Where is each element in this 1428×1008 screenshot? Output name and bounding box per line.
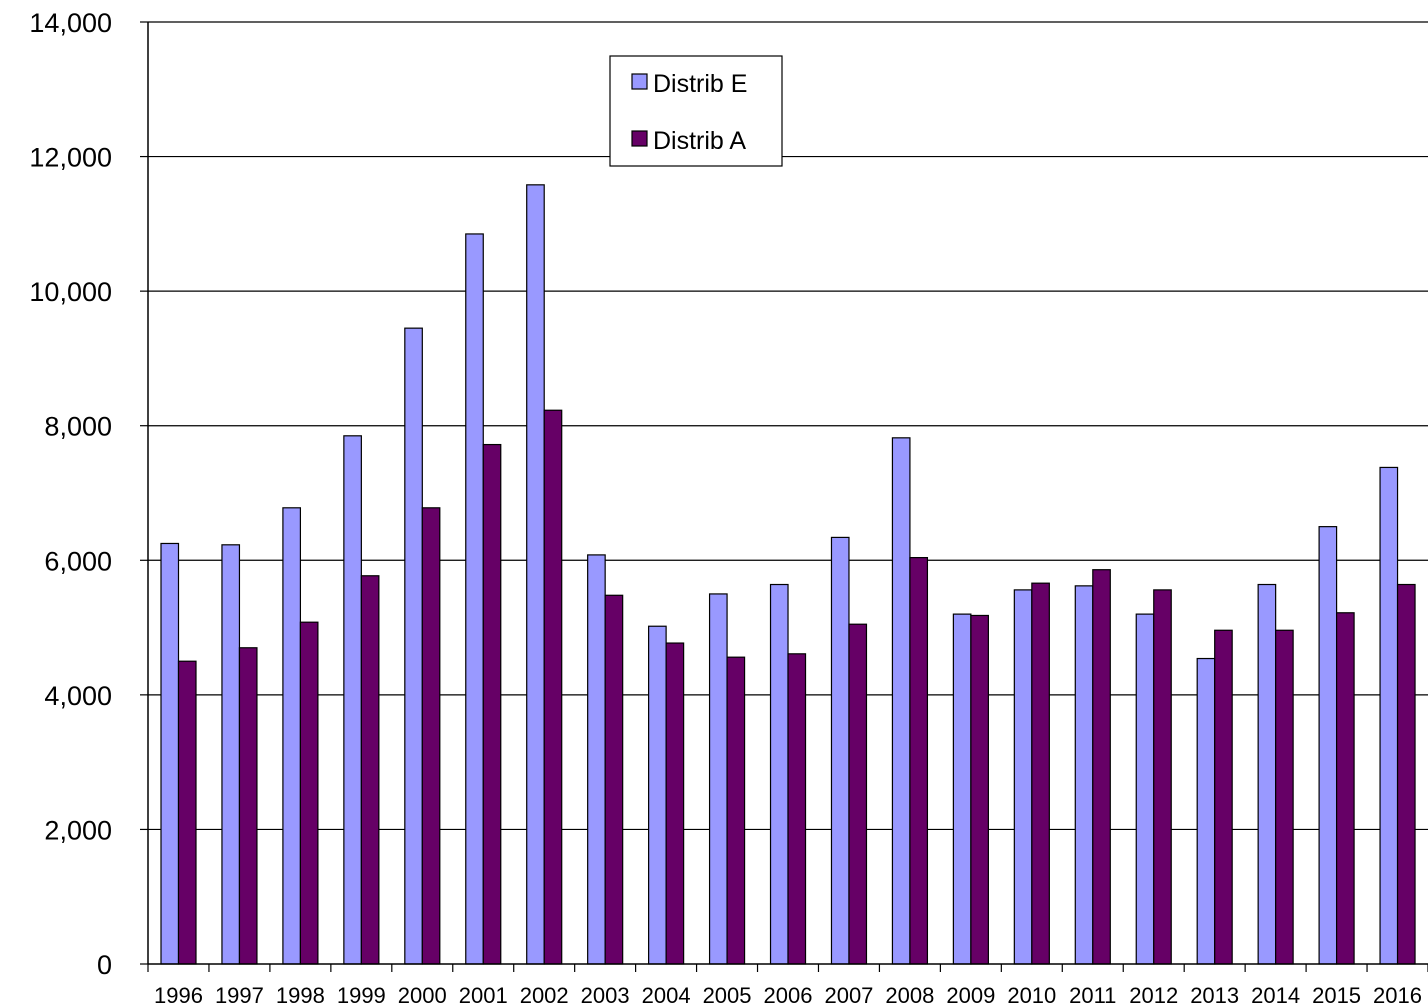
bar-distrib-e-2014	[1257, 583, 1277, 965]
x-tick-label: 2006	[764, 983, 813, 1008]
axes	[147, 22, 1428, 965]
bar-distrib-a-2005	[726, 656, 746, 965]
bars	[160, 184, 1416, 965]
bar-distrib-e-1997	[221, 544, 241, 965]
y-tick-label: 10,000	[29, 277, 112, 307]
x-tick-label: 2004	[642, 983, 691, 1008]
x-tick-label: 2005	[703, 983, 752, 1008]
bar-distrib-e-2015	[1318, 526, 1338, 965]
x-tick-label: 2012	[1129, 983, 1178, 1008]
y-tick-label: 0	[97, 950, 112, 980]
bar-distrib-a-2013	[1214, 629, 1233, 965]
y-tick-label: 12,000	[29, 143, 112, 173]
y-tick-labels: 0 2,000 4,000 6,000 8,000 10,000 12,000 14,000	[29, 8, 112, 980]
bar-distrib-e-2009	[952, 613, 972, 965]
x-tick-label: 1999	[337, 983, 386, 1008]
x-tick-label: 2014	[1251, 983, 1300, 1008]
bar-distrib-a-2004	[665, 642, 685, 965]
bar-distrib-e-2011	[1074, 585, 1094, 965]
y-tick-label: 14,000	[29, 8, 112, 38]
bar-distrib-a-2015	[1335, 612, 1355, 965]
bar-distrib-a-2002	[543, 409, 563, 965]
bar-distrib-a-1999	[360, 575, 380, 965]
bar-distrib-e-2000	[404, 327, 423, 965]
bar-distrib-a-2003	[604, 594, 624, 965]
bar-distrib-a-2014	[1275, 629, 1294, 965]
bar-distrib-e-2016	[1379, 466, 1399, 965]
bar-distrib-e-2002	[526, 184, 545, 965]
x-tick-label: 1996	[154, 983, 203, 1008]
bar-distrib-e-1998	[282, 507, 302, 965]
bar-distrib-e-2007	[830, 536, 850, 965]
x-tick-label: 1997	[215, 983, 264, 1008]
bar-distrib-a-2007	[848, 623, 868, 965]
x-tick-label: 2013	[1190, 983, 1239, 1008]
y-tick-label: 4,000	[44, 681, 112, 711]
x-tick-label: 2011	[1069, 983, 1116, 1008]
x-tick-label: 2007	[824, 983, 873, 1008]
bar-distrib-e-2005	[708, 593, 728, 965]
bar-distrib-a-2010	[1031, 582, 1050, 965]
bar-distrib-e-2010	[1013, 589, 1033, 965]
bar-distrib-a-2000	[421, 507, 441, 965]
x-tick-label: 2003	[581, 983, 630, 1008]
bar-distrib-a-2006	[787, 653, 807, 965]
y-tick-label: 8,000	[44, 412, 112, 442]
x-tick-labels: 1996 1997 1998 1999 2000 2001 2002 2003 2004 2005…	[154, 983, 1422, 1008]
bar-distrib-e-2004	[648, 625, 667, 965]
legend-label-distrib-e: Distrib E	[653, 70, 747, 98]
bar-distrib-e-2013	[1196, 657, 1216, 965]
bar-distrib-e-1999	[343, 435, 362, 965]
bar-distrib-a-2011	[1092, 569, 1111, 965]
legend-label-distrib-a: Distrib A	[653, 127, 746, 155]
legend-swatch-distrib-e	[631, 73, 648, 90]
legend-swatch-distrib-a	[631, 130, 648, 147]
bar-distrib-e-2006	[769, 583, 789, 965]
bar-distrib-a-2008	[909, 556, 929, 965]
x-tick-label: 2009	[946, 983, 995, 1008]
x-tick-label: 1998	[276, 983, 325, 1008]
bar-distrib-e-2008	[891, 437, 911, 965]
bar-distrib-e-1996	[160, 542, 180, 965]
x-tick-label: 2015	[1312, 983, 1361, 1008]
y-tick-label: 6,000	[44, 546, 112, 576]
x-tick-label: 2016	[1373, 983, 1422, 1008]
y-tick-label: 2,000	[44, 815, 112, 845]
bar-distrib-e-2003	[587, 554, 606, 965]
bar-distrib-e-2012	[1135, 613, 1155, 965]
bar-distrib-a-2012	[1153, 589, 1172, 965]
x-tick-label: 2001	[459, 983, 508, 1008]
bar-distrib-a-2001	[482, 443, 502, 965]
axis-ticks	[140, 21, 1428, 972]
x-tick-label: 2010	[1007, 983, 1056, 1008]
bar-distrib-e-2001	[465, 233, 484, 965]
x-tick-label: 2000	[398, 983, 447, 1008]
bar-distrib-a-2009	[970, 614, 989, 965]
bar-distrib-a-1996	[177, 660, 197, 965]
bar-distrib-a-2016	[1396, 583, 1416, 965]
legend: Distrib E Distrib A	[609, 55, 783, 167]
x-tick-label: 2008	[885, 983, 934, 1008]
x-tick-label: 2002	[520, 983, 569, 1008]
bar-distrib-a-1998	[299, 621, 319, 965]
bar-distrib-a-1997	[238, 647, 258, 965]
